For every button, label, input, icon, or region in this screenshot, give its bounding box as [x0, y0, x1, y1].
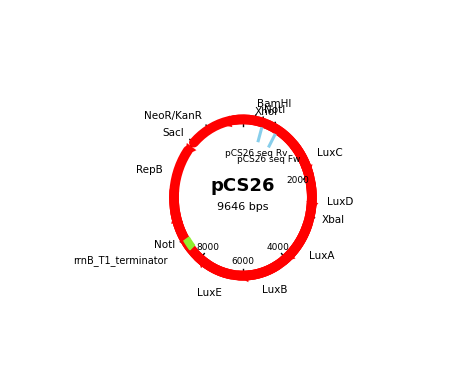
Text: pCS26 seq Rv: pCS26 seq Rv — [225, 149, 287, 158]
Text: 6000: 6000 — [231, 257, 255, 266]
Text: LuxA: LuxA — [309, 251, 335, 261]
Text: 9646 bps: 9646 bps — [217, 202, 269, 212]
Text: LuxE: LuxE — [197, 288, 221, 298]
Text: NotI: NotI — [155, 240, 176, 250]
Text: BamHI: BamHI — [257, 99, 291, 109]
Polygon shape — [184, 237, 194, 250]
Text: XhoI: XhoI — [255, 107, 278, 117]
Text: LuxB: LuxB — [262, 285, 287, 295]
Text: SacI: SacI — [163, 128, 184, 138]
Text: LuxC: LuxC — [317, 148, 343, 158]
Text: 8000: 8000 — [197, 243, 219, 253]
Text: rrnB_T1_terminator: rrnB_T1_terminator — [73, 256, 168, 266]
Text: pCS26 seq Fw: pCS26 seq Fw — [237, 155, 301, 164]
Text: NotI: NotI — [264, 105, 285, 115]
Text: LuxD: LuxD — [327, 197, 353, 207]
Text: NeoR/KanR: NeoR/KanR — [144, 111, 201, 121]
Text: XbaI: XbaI — [322, 215, 345, 225]
Text: 4000: 4000 — [266, 243, 289, 253]
Text: pCS26: pCS26 — [210, 177, 275, 195]
Text: RepB: RepB — [136, 165, 163, 175]
Text: 2000: 2000 — [286, 176, 309, 185]
